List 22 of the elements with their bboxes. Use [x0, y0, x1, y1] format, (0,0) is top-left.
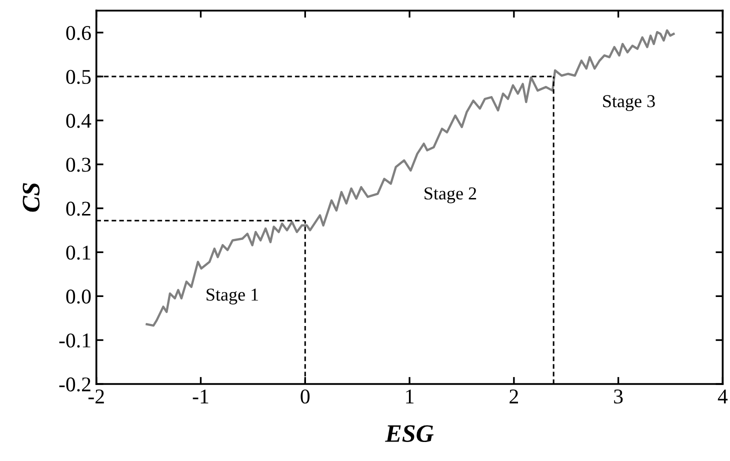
x-axis-title: ESG	[385, 425, 434, 442]
annotation: Stage 2	[424, 187, 476, 204]
line-series	[146, 29, 675, 327]
x-tick-label: 4	[718, 390, 728, 404]
x-tick-label: -2	[88, 390, 104, 404]
annotation: Stage 1	[206, 288, 258, 304]
y-tick-label: 0.1	[66, 246, 90, 260]
y-tick-label: -0.2	[59, 377, 90, 392]
y-tick-label: 0.4	[66, 114, 92, 128]
y-axis-title: CS	[22, 183, 40, 212]
y-tick-label: 0.3	[66, 158, 91, 172]
x-tick-label: -1	[192, 390, 208, 404]
y-tick-label: -0.1	[59, 333, 90, 348]
x-tick-label: 3	[614, 390, 623, 404]
y-tick-label: 0.5	[66, 70, 91, 84]
x-tick-label: 0	[300, 389, 310, 404]
x-tick-label: 1	[406, 390, 414, 404]
annotation: Stage 3	[603, 95, 655, 112]
y-tick-label: 0.2	[66, 202, 90, 216]
x-tick-label: 2	[510, 390, 518, 404]
y-tick-label: 0.0	[66, 290, 91, 304]
y-tick-label: 0.6	[66, 26, 91, 40]
